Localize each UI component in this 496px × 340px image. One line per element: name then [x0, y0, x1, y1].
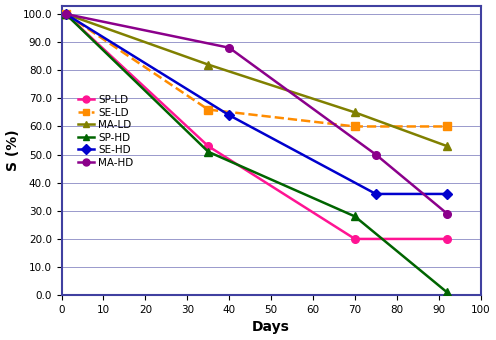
Y-axis label: S (%): S (%) [5, 130, 19, 171]
Legend: SP-LD, SE-LD, MA-LD, SP-HD, SE-HD, MA-HD: SP-LD, SE-LD, MA-LD, SP-HD, SE-HD, MA-HD [75, 92, 136, 171]
X-axis label: Days: Days [252, 320, 290, 335]
